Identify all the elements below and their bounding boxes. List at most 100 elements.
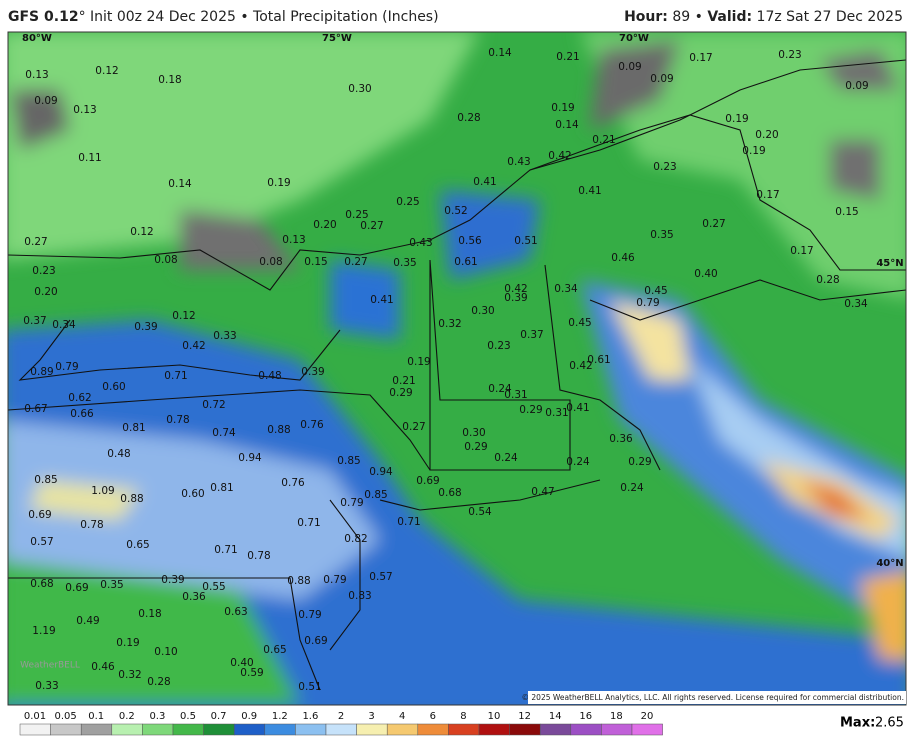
valid-label: Valid: — [707, 9, 753, 25]
colorbar-swatch — [539, 723, 572, 736]
precip-label: 0.28 — [457, 112, 480, 124]
colorbar-swatch — [19, 723, 51, 736]
precip-label: 0.45 — [568, 317, 591, 329]
colorbar-label: 6 — [430, 711, 436, 722]
colorbar-swatch — [478, 723, 510, 736]
precip-label: 0.55 — [202, 581, 225, 593]
precip-label: 0.41 — [370, 294, 393, 306]
colorbar-label: 3 — [368, 711, 374, 722]
precip-label: 0.15 — [304, 256, 327, 268]
colorbar-swatch — [570, 723, 602, 736]
precip-label: 0.35 — [100, 579, 123, 591]
colorbar-label: 0.2 — [119, 711, 135, 722]
precip-label: 0.63 — [224, 606, 247, 618]
colorbar-label: 12 — [518, 711, 531, 722]
colorbar-swatch — [631, 723, 663, 736]
precip-label: 0.83 — [348, 590, 371, 602]
precip-label: 0.56 — [458, 235, 482, 247]
precip-label: 0.69 — [304, 635, 327, 647]
graticule-label: 70°W — [619, 33, 649, 44]
precip-label: 0.17 — [756, 189, 779, 201]
precip-label: 0.81 — [122, 422, 145, 434]
precip-label: 0.47 — [531, 486, 554, 498]
precip-label: 0.46 — [611, 252, 635, 264]
colorbar-label: 0.3 — [149, 711, 165, 722]
precip-label: 0.37 — [520, 329, 543, 341]
precip-label: 0.72 — [202, 399, 225, 411]
precip-label: 0.71 — [164, 370, 187, 382]
precip-label: 0.09 — [618, 61, 641, 73]
precip-label: 0.17 — [790, 245, 813, 257]
precip-label: 0.51 — [514, 235, 537, 247]
precip-label: 0.76 — [300, 419, 324, 431]
precip-label: 0.34 — [52, 319, 76, 331]
boundaries — [8, 59, 906, 691]
precip-label: 0.57 — [30, 536, 53, 548]
precip-label: 0.34 — [554, 283, 578, 295]
precip-label: 0.69 — [416, 475, 439, 487]
max-label: Max: — [840, 716, 875, 731]
colorbar-swatch — [233, 723, 266, 736]
precip-label: 0.42 — [569, 360, 592, 372]
precip-label: 0.42 — [548, 150, 571, 162]
precip-label: 0.85 — [337, 455, 360, 467]
precip-label: 0.20 — [313, 219, 336, 231]
colorbar-label: 0.7 — [211, 711, 227, 722]
precip-label: 0.12 — [172, 310, 195, 322]
precip-label: 0.61 — [587, 354, 610, 366]
precip-label: 0.28 — [147, 676, 170, 688]
precip-label: 0.71 — [214, 544, 237, 556]
colorbar-label: 0.1 — [88, 711, 104, 722]
precip-label: 0.60 — [181, 488, 204, 500]
colorbar-label: 2 — [338, 711, 344, 722]
precip-label: 0.23 — [32, 265, 55, 277]
precip-label: 0.27 — [344, 256, 367, 268]
precip-label: 0.30 — [462, 427, 485, 439]
precip-label: 0.17 — [689, 52, 712, 64]
colorbar-label: 1.6 — [302, 711, 318, 722]
precip-label: 0.51 — [298, 681, 321, 693]
precip-label: 0.27 — [360, 220, 383, 232]
precip-label: 0.85 — [364, 489, 387, 501]
precip-label: 0.20 — [755, 129, 778, 141]
precip-label: 0.30 — [348, 83, 371, 95]
colorbar-label: 0.5 — [180, 711, 196, 722]
valid-time: Hour: 89 • Valid: 17z Sat 27 Dec 2025 — [624, 9, 903, 25]
valid: 17z Sat 27 Dec 2025 — [756, 9, 903, 25]
precip-label: 0.68 — [438, 487, 461, 499]
precip-label: 0.21 — [556, 51, 579, 63]
precip-label: 0.79 — [55, 361, 78, 373]
precip-label: 0.25 — [345, 209, 368, 221]
precip-label: 0.41 — [578, 185, 601, 197]
precip-label: 0.29 — [628, 456, 651, 468]
precip-label: 0.39 — [301, 366, 324, 378]
precip-label: 0.09 — [650, 73, 673, 85]
precip-label: 0.69 — [65, 582, 88, 594]
precip-label: 0.13 — [25, 69, 48, 81]
precip-label: 0.14 — [488, 47, 512, 59]
colorbar-swatch — [264, 723, 296, 736]
precip-label: 0.33 — [35, 680, 58, 692]
title: GFS 0.12° Init 00z 24 Dec 2025 • Total P… — [8, 9, 439, 25]
precip-label: 0.24 — [620, 482, 644, 494]
precip-label: 0.35 — [393, 257, 416, 269]
precip-label: 0.76 — [281, 477, 305, 489]
map-frame — [7, 31, 907, 706]
precip-label: 0.41 — [566, 402, 589, 414]
precip-label: 0.59 — [240, 667, 263, 679]
colorbar-label: 0.05 — [54, 711, 76, 722]
colorbar-swatch — [142, 723, 174, 736]
precip-label: 0.46 — [91, 661, 115, 673]
title-rest: ° Init 00z 24 Dec 2025 • Total Precipita… — [78, 9, 439, 25]
precip-label: 0.57 — [369, 571, 392, 583]
header: GFS 0.12° Init 00z 24 Dec 2025 • Total P… — [0, 0, 913, 32]
precip-label: 0.34 — [844, 298, 868, 310]
colorbar-label: 0.9 — [241, 711, 257, 722]
precip-label: 0.88 — [120, 493, 143, 505]
precip-label: 0.19 — [267, 177, 290, 189]
precip-label: 0.13 — [282, 234, 305, 246]
colorbar-label: 0.01 — [24, 711, 46, 722]
precip-label: 0.10 — [154, 646, 177, 658]
